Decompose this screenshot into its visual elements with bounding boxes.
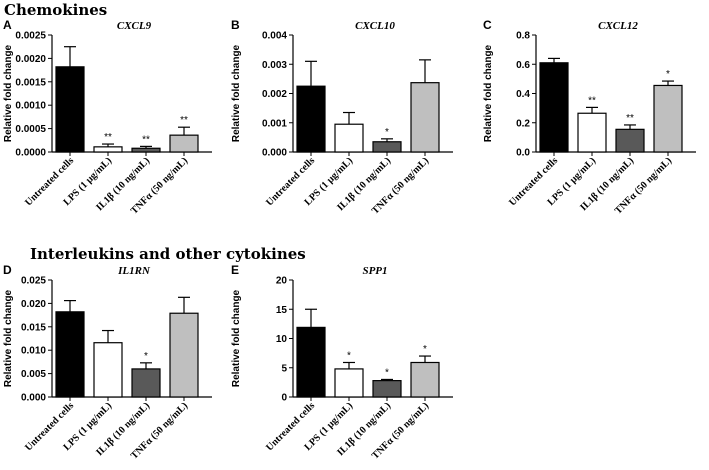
panel-title: CXCL10 [355, 20, 395, 32]
y-tick-label: 20 [276, 276, 288, 287]
bar-4 [410, 82, 440, 153]
significance-marker: ** [588, 95, 596, 106]
y-tick-label: 0.015 [21, 322, 46, 333]
bar-3 [615, 128, 645, 153]
significance-marker: * [385, 367, 389, 378]
y-tick-label: 0.025 [21, 276, 46, 287]
y-tick-label: 5 [281, 363, 287, 374]
bar-4 [169, 134, 199, 153]
y-tick-label: 0.0 [516, 148, 530, 159]
bar-3 [131, 147, 161, 153]
bar-2 [334, 123, 364, 153]
panel-title: IL1RN [117, 265, 151, 277]
bar-4 [653, 84, 683, 153]
bar-3 [131, 368, 161, 398]
y-tick-label: 0.000 [262, 148, 287, 159]
section-title-interleukins: Interleukins and other cytokines [30, 245, 306, 263]
y-axis-label: Relative fold change [231, 44, 242, 142]
bar-2 [577, 112, 607, 153]
y-tick-label: 0.000 [21, 393, 46, 404]
bar-1 [55, 66, 85, 153]
panel-title: CXCL12 [598, 20, 638, 32]
y-tick-label: 0.004 [262, 31, 287, 42]
bar-1 [55, 311, 85, 398]
y-tick-label: 0.010 [21, 346, 46, 357]
bar-4 [169, 312, 199, 398]
y-tick-label: 0.2 [516, 118, 530, 129]
bar-1 [296, 326, 326, 398]
y-tick-label: 0.0025 [15, 31, 46, 42]
y-tick-label: 0.0020 [15, 54, 46, 65]
y-tick-label: 0.4 [516, 89, 530, 100]
y-tick-label: 15 [276, 305, 288, 316]
y-tick-label: 0.005 [21, 369, 46, 380]
bar-2 [93, 146, 123, 153]
y-tick-label: 0.001 [262, 118, 287, 129]
y-axis-label: Relative fold change [231, 289, 242, 387]
bar-2 [334, 368, 364, 398]
y-tick-label: 0.0000 [15, 148, 46, 159]
panel-title: CXCL9 [117, 20, 152, 32]
bar-3 [372, 141, 402, 153]
significance-marker: * [347, 350, 351, 361]
y-axis-label: Relative fold change [483, 44, 494, 142]
y-tick-label: 0.0015 [15, 77, 46, 88]
significance-marker: ** [104, 132, 112, 143]
bar-1 [296, 85, 326, 153]
y-tick-label: 10 [276, 334, 288, 345]
bar-2 [93, 342, 123, 398]
significance-marker: * [144, 351, 148, 362]
y-axis-label: Relative fold change [3, 44, 14, 142]
panel-title: SPP1 [362, 265, 387, 277]
y-tick-label: 0.003 [262, 60, 287, 71]
panel-label: D [3, 263, 12, 277]
significance-marker: ** [626, 113, 634, 124]
chart-panel-d: D IL1RN Relative fold change 0.000 0.005 0.01… [3, 263, 212, 462]
significance-marker: * [385, 127, 389, 138]
panel-label: B [231, 18, 240, 32]
y-tick-label: 0.0010 [15, 101, 46, 112]
y-tick-label: 0 [281, 393, 287, 404]
chart-panel-b: B CXCL10 Relative fold change 0.000 0.001 0.0… [231, 18, 453, 217]
chart-panel-c: C CXCL12 Relative fold change 0.0 0.2 0.4 0.6 0… [483, 18, 696, 217]
significance-marker: ** [142, 134, 150, 145]
y-tick-label: 0.020 [21, 299, 46, 310]
y-tick-label: 0.6 [516, 60, 530, 71]
significance-marker: * [423, 344, 427, 355]
section-title-chemokines: Chemokines [4, 1, 107, 19]
bar-3 [372, 380, 402, 398]
panel-label: C [483, 18, 492, 32]
significance-marker: * [666, 69, 670, 80]
bar-4 [410, 361, 440, 398]
significance-marker: ** [180, 115, 188, 126]
y-tick-label: 0.0005 [15, 124, 46, 135]
panel-label: A [3, 18, 12, 32]
y-tick-label: 0.002 [262, 89, 287, 100]
bar-1 [539, 62, 569, 153]
y-tick-label: 0.8 [516, 31, 530, 42]
y-axis-label: Relative fold change [3, 289, 14, 387]
panel-label: E [231, 263, 239, 277]
